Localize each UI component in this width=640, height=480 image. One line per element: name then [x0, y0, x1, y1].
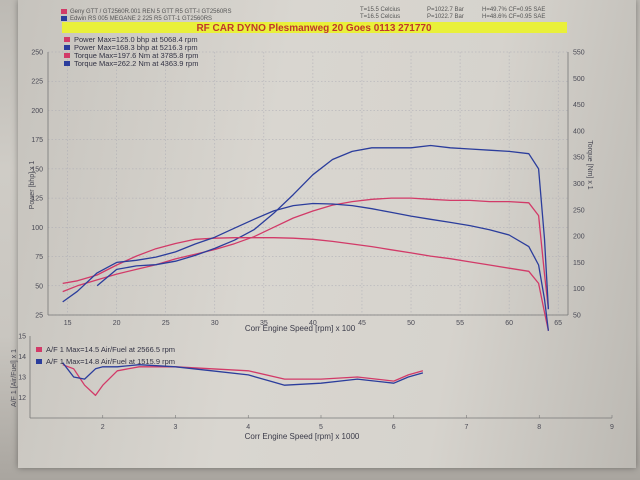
main-y-tick-label: 25 [35, 313, 43, 320]
main-x-tick-label: 65 [554, 320, 562, 327]
legend-swatch-4 [64, 61, 70, 66]
main-y-axis-label: Power [bhp] x 1 [29, 161, 36, 210]
main-y2-tick-label: 500 [573, 76, 585, 83]
legend-swatch-3 [64, 53, 70, 58]
af-series-line-2 [62, 362, 424, 386]
chart-title: RF CAR DYNO Plesmanweg 20 Goes 0113 2717… [196, 23, 432, 34]
main-y2-tick-label: 150 [573, 260, 585, 267]
af-y-tick-label: 15 [18, 334, 26, 341]
af-y-axis-label: A/F 1 [Air/Fuel] x 1 [11, 349, 18, 407]
main-y2-axis-label: Torque [Nm] x 1 [586, 140, 593, 190]
main-x-tick-label: 45 [358, 320, 366, 327]
main-grid [48, 51, 568, 316]
main-x-tick-label: 50 [407, 320, 415, 327]
main-y-tick-label: 100 [31, 225, 43, 232]
legend-entry-3: Torque Max=197.6 Nm at 3785.8 rpm [74, 51, 198, 60]
header-pressure-2: P=1022.7 Bar [427, 14, 464, 20]
main-x-tick-label: 25 [162, 320, 170, 327]
main-series-line-3 [62, 237, 550, 331]
header-humidity-2: H=48.6% CF=0.95 SAE [482, 14, 545, 20]
af-legend-entry-2: A/F 1 Max=14.8 Air/Fuel at 1515.9 rpm [46, 357, 175, 366]
main-y2-tick-label: 100 [573, 286, 585, 293]
main-x-tick-label: 55 [456, 320, 464, 327]
main-y2-tick-label: 50 [573, 313, 581, 320]
af-x-axis-label: Corr Engine Speed [rpm] x 1000 [245, 432, 360, 441]
main-y-tick-label: 125 [31, 196, 43, 203]
main-series-line-2 [96, 144, 550, 310]
af-y-tick-label: 14 [18, 354, 26, 361]
main-y2-tick-label: 450 [573, 102, 585, 109]
main-series-line-4 [62, 202, 550, 331]
af-legend-swatch-1 [36, 347, 42, 352]
main-y-tick-label: 50 [35, 283, 43, 290]
main-y2-tick-label: 350 [573, 155, 585, 162]
af-x-tick-label: 3 [174, 424, 178, 431]
main-y2-tick-label: 300 [573, 181, 585, 188]
af-x-tick-label: 8 [537, 424, 541, 431]
header-line-1: Geny GTT / GT2560R.001 REN 5 GTT R5 GTT-… [70, 9, 232, 15]
af-legend-swatch-2 [36, 359, 42, 364]
main-series-line-1 [62, 197, 550, 310]
main-y2-tick-label: 200 [573, 234, 585, 241]
title-bar [62, 22, 567, 33]
main-x-tick-label: 35 [260, 320, 268, 327]
af-legend: A/F 1 Max=14.5 Air/Fuel at 2566.5 rpm A/… [36, 345, 175, 366]
main-legend: Power Max=125.0 bhp at 5068.4 rpm Power … [64, 35, 198, 68]
main-x-tick-label: 30 [211, 320, 219, 327]
af-x-tick-label: 5 [319, 424, 323, 431]
main-x-axis-label: Corr Engine Speed [rpm] x 100 [245, 324, 356, 333]
af-series-line-1 [62, 364, 424, 397]
af-legend-entry-1: A/F 1 Max=14.5 Air/Fuel at 2566.5 rpm [46, 345, 175, 354]
main-y-tick-label: 75 [35, 254, 43, 261]
main-x-tick-label: 15 [64, 320, 72, 327]
legend-entry-1: Power Max=125.0 bhp at 5068.4 rpm [74, 35, 198, 44]
af-x-tick-label: 4 [246, 424, 250, 431]
header-temp-1: T=15.5 Celcius [360, 7, 400, 13]
af-x-tick-label: 9 [610, 424, 614, 431]
af-x-tick-label: 2 [101, 424, 105, 431]
af-y-tick-label: 13 [18, 375, 26, 382]
af-x-tick-label: 7 [465, 424, 469, 431]
power-torque-chart: 15 20 25 30 35 40 45 50 55 60 65 25 50 75 100 125 150 175… [29, 35, 593, 333]
legend-entry-4: Torque Max=262.2 Nm at 4363.9 rpm [74, 59, 198, 68]
af-y-tick-label: 12 [18, 395, 26, 402]
main-x-tick-label: 40 [309, 320, 317, 327]
main-y-tick-label: 150 [31, 166, 43, 173]
legend-entry-2: Power Max=168.3 bhp at 5216.3 rpm [74, 43, 198, 52]
af-x-tick-label: 6 [392, 424, 396, 431]
air-fuel-chart: 2 3 4 5 6 7 8 9 12 13 14 15 Corr Engine Speed [rpm]… [11, 334, 614, 442]
main-y-tick-label: 200 [31, 108, 43, 115]
print-header: Geny GTT / GT2560R.001 REN 5 GTT R5 GTT-… [61, 7, 567, 34]
dyno-printout [18, 0, 636, 468]
header-temp-2: T=16.5 Celcius [360, 14, 400, 20]
header-pressure-1: P=1022.7 Bar [427, 7, 464, 13]
main-x-tick-label: 20 [113, 320, 121, 327]
main-y-tick-label: 250 [31, 50, 43, 57]
main-x-tick-label: 60 [505, 320, 513, 327]
header-line-2: Edwin RS 005 MEGANE 2 225 R5 GTT-1 GT256… [70, 16, 212, 22]
main-y2-tick-label: 250 [573, 207, 585, 214]
main-y2-tick-label: 400 [573, 128, 585, 135]
main-y-tick-label: 225 [31, 79, 43, 86]
legend-swatch-2 [64, 45, 70, 50]
header-humidity-1: H=49.7% CF=0.95 SAE [482, 7, 545, 13]
header-swatch-2 [61, 16, 67, 21]
main-y2-tick-label: 550 [573, 50, 585, 57]
main-y-tick-label: 175 [31, 137, 43, 144]
header-swatch-1 [61, 9, 67, 14]
legend-swatch-1 [64, 37, 70, 42]
